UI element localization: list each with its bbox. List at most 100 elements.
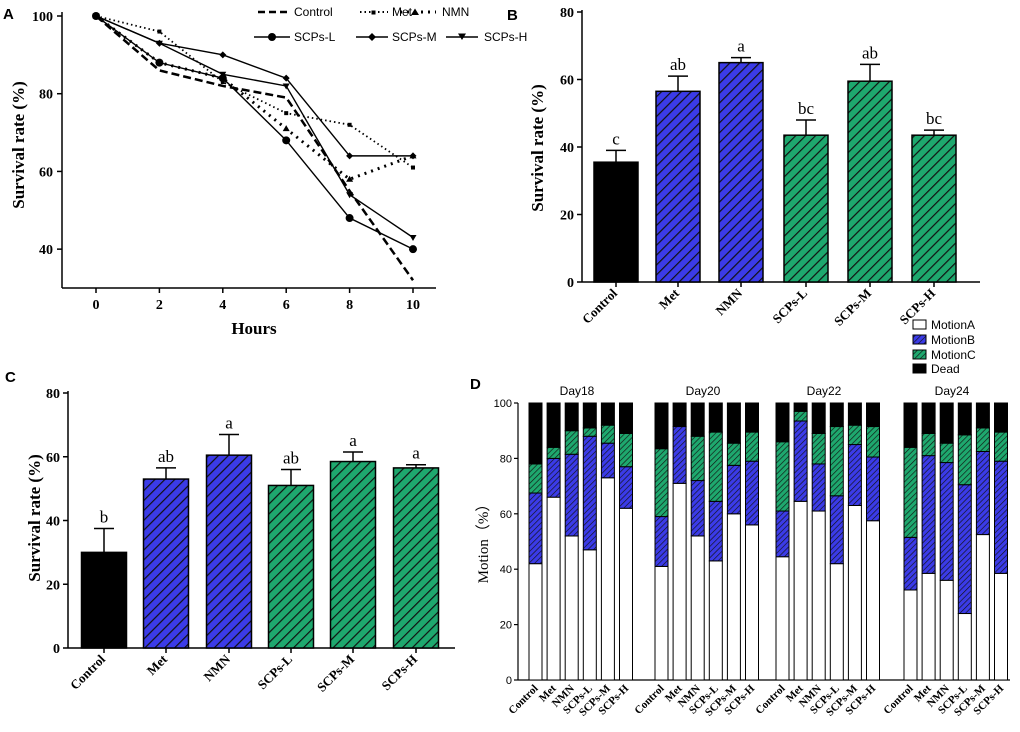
panel-b-y-tick-label: 40 — [560, 141, 574, 156]
panel-d-segment-dead — [994, 402, 1008, 433]
panel-b-y-tick-label: 0 — [567, 276, 574, 291]
panel-b-bar — [783, 134, 829, 283]
panel-d-segment-motion-c — [726, 442, 741, 466]
panel-b-bar — [593, 161, 639, 283]
panel-a-point-scps-h — [346, 192, 354, 199]
panel-d-segment-motion-c — [921, 432, 936, 457]
panel-a-point-scps-h — [155, 40, 163, 47]
panel-b-y-tick-label: 60 — [560, 74, 574, 89]
panel-c-bar — [329, 460, 377, 649]
panel-d-y-tick-label: 0 — [506, 675, 512, 687]
panel-b-category-label: SCPs-M — [831, 286, 874, 329]
panel-d-group-label: Day18 — [560, 384, 595, 398]
panel-d-segment-motion-a — [619, 507, 633, 681]
panel-d-group-label: Day20 — [686, 384, 721, 398]
panel-a-series-scps-l-line — [95, 15, 414, 250]
panel-d-segment-motion-b — [793, 420, 808, 502]
panel-d-segment-dead — [829, 402, 844, 428]
panel-a-point-nmn — [346, 175, 354, 182]
panel-d-category-label: Control — [632, 683, 666, 717]
panel-d-segment-motion-a — [546, 496, 561, 681]
panel-a-y-tick-label: 80 — [39, 88, 53, 103]
panel-d-segment-dead — [546, 402, 561, 448]
legend-met-label: Met — [392, 5, 413, 19]
panel-a-xlabel: Hours — [231, 319, 277, 338]
panel-d-segment-motion-a — [811, 510, 826, 681]
panel-d-segment-motion-c — [775, 441, 790, 512]
panel-a-point-scps-h — [92, 13, 100, 20]
panel-d-segment-dead — [600, 402, 615, 426]
legend-scpsm-label: SCPs-M — [392, 30, 437, 44]
panel-c-bar — [142, 478, 190, 649]
panel-a-series-nmn-line — [95, 14, 414, 181]
panel-d-category-label: Control — [506, 683, 540, 717]
panel-a-ylabel: Survival rate (%) — [9, 81, 28, 208]
legend-scpsl-label: SCPs-L — [294, 30, 336, 44]
legend-dead-swatch — [912, 363, 927, 374]
panel-d-segment-motion-c — [903, 446, 918, 538]
panel-d-segment-dead — [847, 402, 862, 426]
panel-c-category-label: Met — [144, 651, 171, 678]
panel-d-segment-motion-a — [939, 579, 954, 681]
panel-d-segment-motion-c — [975, 427, 990, 452]
panel-b-category-label: Control — [579, 285, 620, 326]
panel-b-ylabel: Survival rate (%) — [528, 84, 547, 211]
panel-d-segment-motion-c — [829, 426, 844, 497]
legend-motionc-label: MotionC — [931, 348, 976, 362]
panel-d-segment-motion-b — [811, 463, 826, 512]
panel-d-segment-dead — [939, 402, 954, 444]
panel-d-segment-motion-a — [708, 560, 723, 681]
panel-d-category-label: Control — [881, 683, 915, 717]
panel-d-ylabel: Motion（%） — [475, 497, 492, 584]
panel-b-significance-letter: c — [612, 129, 620, 148]
legend-scpsh-label: SCPs-H — [484, 30, 527, 44]
panel-d-segment-motion-a — [847, 504, 862, 681]
panel-c-y-tick-label: 0 — [53, 642, 60, 657]
panel-a-series-control-line — [95, 15, 415, 281]
panel-d-legend: MotionA MotionB MotionC Dead — [912, 318, 976, 376]
panel-d-segment-dead — [793, 402, 808, 412]
panel-d-segment-dead — [708, 402, 723, 433]
legend-nmn-label: NMN — [442, 5, 469, 19]
panel-b-y-tick-label: 20 — [560, 209, 574, 224]
panel-d-segment-motion-a — [903, 589, 918, 681]
panel-d-segment-motion-b — [994, 460, 1008, 574]
panel-c-bar-chart: 0 20 40 60 80 b Control ab Met a NMN ab SCPs-L a SCPs-… — [46, 387, 455, 695]
panel-d-segment-motion-a — [829, 563, 844, 681]
legend-scpsl-marker — [268, 33, 276, 41]
panel-d-segment-motion-a — [528, 563, 543, 681]
panel-d-segment-motion-a — [957, 613, 972, 681]
panel-b-bar — [911, 134, 957, 283]
panel-d-segment-motion-c — [866, 426, 880, 458]
panel-a-x-tick-label: 6 — [283, 298, 290, 313]
panel-d-segment-motion-a — [866, 520, 880, 681]
panel-c-bar — [267, 484, 315, 649]
panel-d-segment-motion-c — [708, 431, 723, 502]
panel-d-segment-motion-b — [528, 492, 543, 565]
panel-d-segment-dead — [866, 402, 880, 428]
panel-d-segment-motion-b — [957, 484, 972, 615]
panel-d-segment-motion-b — [690, 480, 705, 537]
panel-d-segment-motion-c — [582, 427, 597, 437]
panel-d-segment-motion-a — [775, 556, 790, 681]
panel-d-segment-dead — [690, 402, 705, 437]
legend-motiona-swatch — [912, 319, 927, 330]
panel-c-significance-letter: b — [100, 507, 109, 526]
panel-a-y-tick-label: 100 — [32, 10, 53, 25]
panel-d-segment-motion-c — [654, 448, 669, 518]
panel-d-segment-motion-b — [654, 516, 669, 567]
panel-c-bar — [205, 454, 253, 649]
panel-b-category-label: NMN — [713, 285, 746, 318]
legend-scpsh-marker — [458, 33, 466, 40]
panel-letter-d: D — [470, 376, 481, 393]
panel-d-segment-motion-c — [600, 424, 615, 444]
panel-c-bar — [392, 467, 440, 649]
panel-d-segment-motion-b — [975, 450, 990, 536]
panel-a-x-tick-label: 0 — [93, 298, 100, 313]
panel-d-segment-motion-c — [793, 410, 808, 422]
panel-a-y-tick-label: 60 — [39, 165, 53, 180]
panel-a-point-scps-m — [409, 152, 417, 160]
panel-b-significance-letter: bc — [798, 99, 815, 118]
panel-d-segment-dead — [745, 402, 759, 433]
